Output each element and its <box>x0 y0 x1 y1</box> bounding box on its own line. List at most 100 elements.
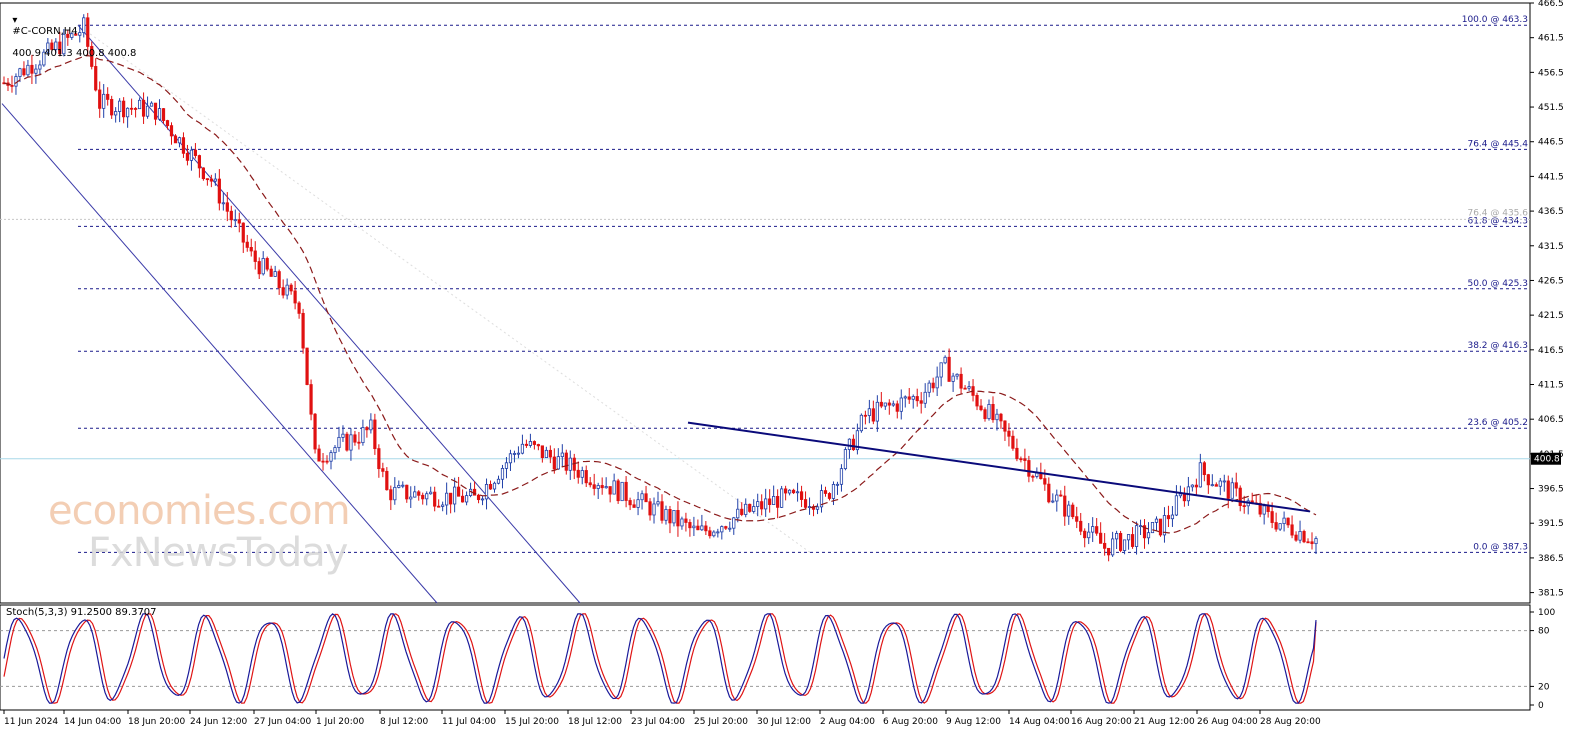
candle-body <box>1314 538 1318 545</box>
time-tick-label: 30 Jul 12:00 <box>757 717 811 727</box>
candle-body <box>393 486 397 501</box>
time-tick-label: 25 Jul 20:00 <box>694 717 748 727</box>
candle-body <box>1194 484 1198 488</box>
candle-body <box>580 470 584 478</box>
candle-body <box>576 469 580 478</box>
candle-body <box>1214 484 1218 487</box>
candle-body <box>1206 474 1210 486</box>
time-tick-label: 9 Aug 12:00 <box>946 717 1001 727</box>
candle-body <box>464 495 469 503</box>
candle-body <box>197 155 202 169</box>
candle-body <box>341 433 345 438</box>
candle-body <box>688 522 692 529</box>
candle-body <box>1031 475 1035 478</box>
candle-body <box>1118 533 1123 551</box>
candle-body <box>939 362 943 378</box>
candle-body <box>903 396 907 399</box>
candle-body <box>947 356 951 382</box>
candle-body <box>413 491 417 498</box>
price-tick-label: 426.5 <box>1538 276 1564 286</box>
candle-body <box>632 504 636 508</box>
candle-body <box>500 468 505 480</box>
fib-label: 76.4 @ 445.4 <box>1467 139 1528 149</box>
candle-body <box>221 202 225 205</box>
candle-body <box>309 384 313 415</box>
candle-body <box>369 419 373 431</box>
candle-body <box>871 408 875 422</box>
candle-body <box>273 271 277 277</box>
candle-body <box>241 222 245 243</box>
candle-body <box>696 525 700 531</box>
time-tick-label: 23 Jul 04:00 <box>631 717 685 727</box>
symbol-info: #C-CORN,H4 <box>12 26 78 37</box>
candle-body <box>827 493 832 499</box>
candle-body <box>1142 525 1147 539</box>
candle-body <box>285 284 289 296</box>
time-tick-label: 6 Aug 20:00 <box>883 717 938 727</box>
candle-body <box>680 518 684 527</box>
time-axis: 11 Jun 2024 14 Jun 04:00 18 Jun 20:00 24 Ju… <box>3 710 1321 727</box>
candle-body <box>732 517 736 529</box>
candle-body <box>600 485 604 489</box>
candle-body <box>596 485 600 489</box>
candle-body <box>1007 430 1011 437</box>
candle-body <box>437 505 441 508</box>
candle-body <box>1111 538 1115 556</box>
candle-body <box>847 438 852 450</box>
candle-body <box>640 493 644 501</box>
candle-body <box>70 33 74 38</box>
candle-body <box>624 481 628 501</box>
candle-body <box>907 396 911 400</box>
candle-body <box>373 419 377 450</box>
candle-body <box>931 382 935 389</box>
time-tick-label: 11 Jun 2024 <box>4 717 58 727</box>
price-tick-label: 441.5 <box>1538 172 1564 182</box>
candle-body <box>484 484 489 500</box>
candle-body <box>799 491 804 500</box>
candle-body <box>712 531 716 537</box>
candle-body <box>664 509 668 521</box>
candle-body <box>1158 518 1163 536</box>
candle-body <box>1222 480 1226 483</box>
price-tick-label: 421.5 <box>1538 311 1564 321</box>
candle-body <box>181 137 186 154</box>
candle-body <box>1126 534 1131 541</box>
candle-body <box>1170 514 1175 520</box>
price-tick-label: 466.5 <box>1538 0 1564 9</box>
candle-body <box>1226 480 1230 499</box>
candle-body <box>919 400 923 404</box>
candle-body <box>875 401 879 422</box>
candle-body <box>349 434 353 451</box>
candle-body <box>261 258 265 275</box>
candle-body <box>118 100 122 112</box>
candle-body <box>46 42 50 53</box>
candle-body <box>133 108 138 110</box>
candle-body <box>253 250 257 262</box>
candle-body <box>668 509 672 524</box>
candle-body <box>708 530 712 537</box>
candle-body <box>520 443 525 454</box>
candle-body <box>1019 458 1023 461</box>
candle-body <box>636 499 640 508</box>
fib-label: 38.2 @ 416.3 <box>1467 341 1528 351</box>
candle-body <box>301 312 305 349</box>
price-tick-label: 396.5 <box>1538 485 1564 495</box>
candle-body <box>209 178 213 182</box>
candle-body <box>1290 524 1294 536</box>
candle-body <box>612 480 616 495</box>
candle-body <box>205 178 209 181</box>
candle-body <box>1310 541 1314 545</box>
candle-body <box>165 120 170 127</box>
candle-body <box>540 445 544 458</box>
candle-body <box>1087 531 1091 539</box>
candle-body <box>1230 482 1234 499</box>
ohlc-values: 400.9 401.3 400.8 400.8 <box>12 48 137 59</box>
candle-body <box>724 526 728 529</box>
candle-body <box>843 449 848 470</box>
candle-body <box>660 501 664 521</box>
candle-body <box>433 491 437 507</box>
candle-body <box>508 453 513 464</box>
fib-label: 0.0 @ 387.3 <box>1473 542 1528 552</box>
candle-body <box>532 441 536 445</box>
candle-body <box>1015 447 1019 460</box>
